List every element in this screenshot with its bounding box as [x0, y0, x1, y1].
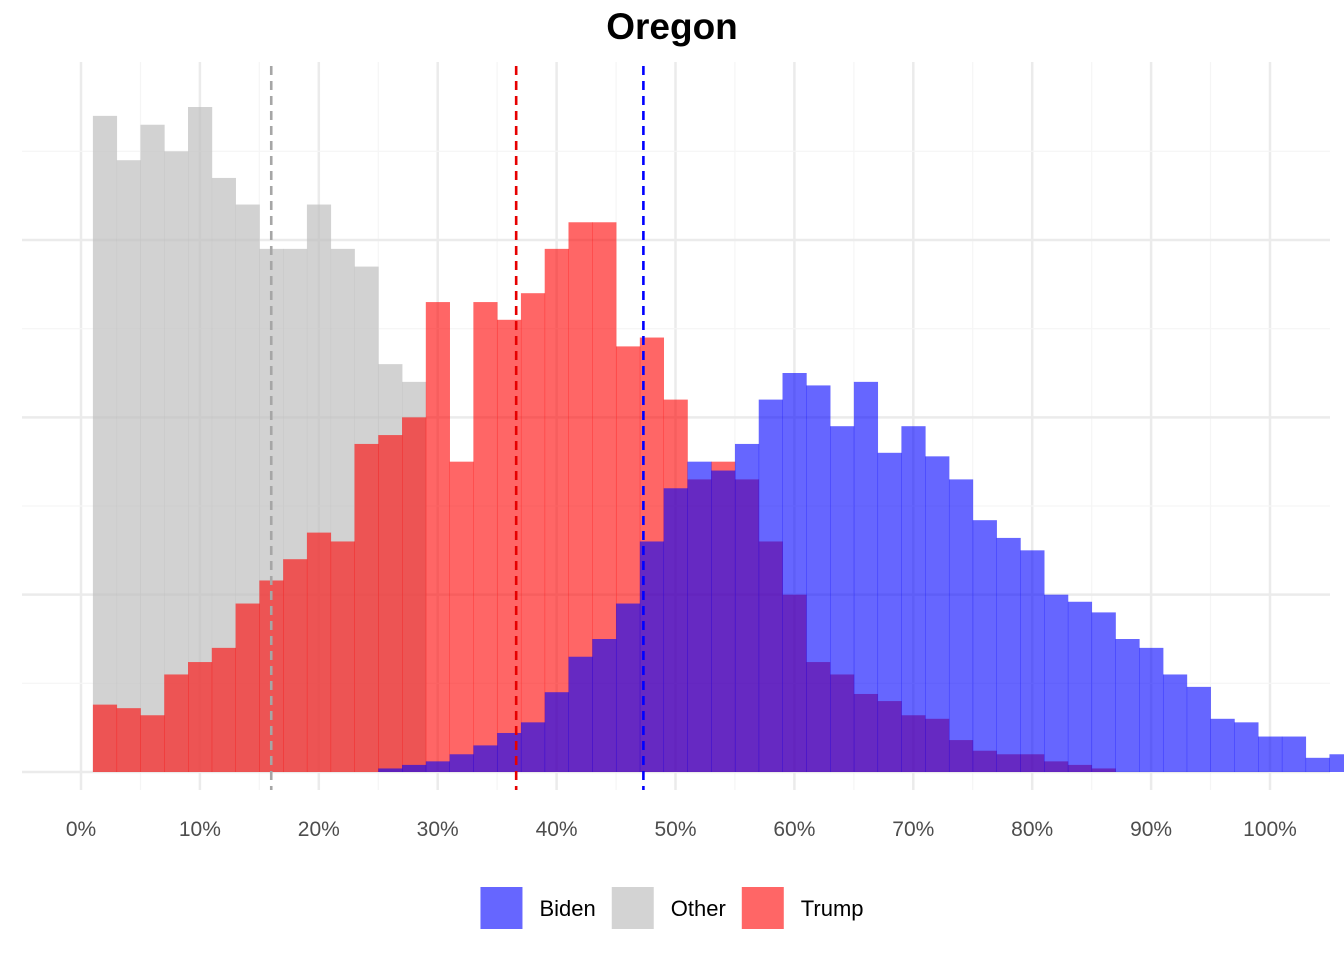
bar-trump: [425, 302, 450, 772]
bar-biden: [1139, 647, 1164, 772]
x-tick-label: 30%: [417, 818, 459, 841]
x-axis-ticks: 0% 10% 20% 30% 40% 50% 60% 70% 80% 90% 100%: [66, 818, 1297, 841]
bar-biden: [425, 761, 450, 772]
bar-biden: [1210, 718, 1235, 772]
legend-item-biden: Biden: [480, 887, 596, 929]
bar-biden: [996, 537, 1021, 772]
bar-biden: [473, 745, 498, 772]
bar-biden: [1186, 686, 1211, 772]
bar-trump: [354, 443, 379, 772]
x-tick-label: 40%: [536, 818, 578, 841]
bar-biden: [758, 399, 783, 772]
bar-biden: [1305, 757, 1330, 772]
bar-biden: [1091, 612, 1116, 772]
bar-biden: [1329, 754, 1344, 772]
legend-key-other: [611, 887, 654, 929]
bar-biden: [1044, 594, 1069, 772]
bar-trump: [306, 532, 332, 772]
bar-biden: [948, 479, 974, 772]
bar-biden: [1234, 722, 1259, 772]
bar-trump: [520, 293, 546, 772]
x-tick-label: 10%: [179, 818, 221, 841]
legend-key-biden: [480, 887, 523, 929]
mean-lines: [269, 66, 645, 790]
bar-trump: [188, 662, 213, 772]
bar-trump: [140, 715, 165, 772]
bar-biden: [972, 520, 997, 772]
bar-trump: [116, 708, 141, 772]
bar-trump: [92, 704, 118, 772]
legend-label-trump: Trump: [801, 896, 864, 921]
chart-title: Oregon: [606, 6, 738, 47]
legend-item-other: Other: [611, 887, 726, 929]
bar-biden: [497, 732, 522, 772]
bar-other: [164, 151, 189, 773]
bar-trump: [235, 603, 260, 772]
bar-trump: [330, 541, 355, 772]
x-tick-label: 50%: [654, 818, 696, 841]
bar-trump: [378, 435, 403, 772]
bar-other: [140, 124, 165, 772]
bar-biden: [830, 426, 855, 772]
bar-trump: [473, 302, 498, 772]
bar-biden: [616, 603, 641, 772]
bar-biden: [1281, 736, 1307, 772]
bar-biden: [568, 656, 593, 772]
bar-biden: [402, 764, 427, 772]
bar-trump: [211, 647, 236, 772]
bar-trump: [497, 319, 522, 772]
bar-trump: [283, 559, 308, 772]
x-tick-label: 80%: [1011, 818, 1053, 841]
bar-biden: [782, 373, 807, 772]
bar-biden: [449, 754, 474, 772]
bar-biden: [1115, 639, 1140, 772]
bar-trump: [164, 674, 189, 772]
legend-label-biden: Biden: [539, 896, 595, 921]
x-tick-label: 60%: [773, 818, 815, 841]
bar-biden: [687, 461, 712, 772]
legend-label-other: Other: [671, 896, 726, 921]
bar-other: [92, 115, 118, 772]
bar-biden: [1258, 736, 1283, 772]
series-other: [92, 107, 427, 773]
bar-biden: [544, 692, 569, 772]
bar-biden: [925, 456, 950, 772]
bar-biden: [663, 488, 688, 772]
bar-other: [188, 107, 213, 772]
bar-trump: [402, 417, 427, 772]
x-tick-label: 70%: [892, 818, 934, 841]
legend: Biden Other Trump: [480, 887, 864, 929]
x-tick-label: 0%: [66, 818, 96, 841]
bar-biden: [1162, 674, 1188, 772]
bar-biden: [520, 722, 546, 772]
x-tick-label: 90%: [1130, 818, 1172, 841]
legend-key-trump: [741, 887, 784, 929]
bar-biden: [734, 443, 760, 772]
bar-biden: [592, 639, 617, 772]
bar-biden: [1020, 550, 1045, 772]
bar-trump: [449, 461, 474, 772]
bar-biden: [877, 452, 902, 772]
bar-biden: [1067, 601, 1093, 772]
bar-trump: [544, 248, 569, 772]
legend-item-trump: Trump: [741, 887, 864, 929]
bar-biden: [853, 381, 879, 772]
x-tick-label: 20%: [298, 818, 340, 841]
histogram-bars: [92, 107, 1344, 773]
bar-other: [116, 160, 141, 772]
bar-biden: [378, 768, 403, 772]
bar-biden: [711, 470, 736, 772]
bar-biden: [806, 385, 831, 772]
x-tick-label: 100%: [1243, 818, 1297, 841]
bar-biden: [901, 426, 926, 772]
